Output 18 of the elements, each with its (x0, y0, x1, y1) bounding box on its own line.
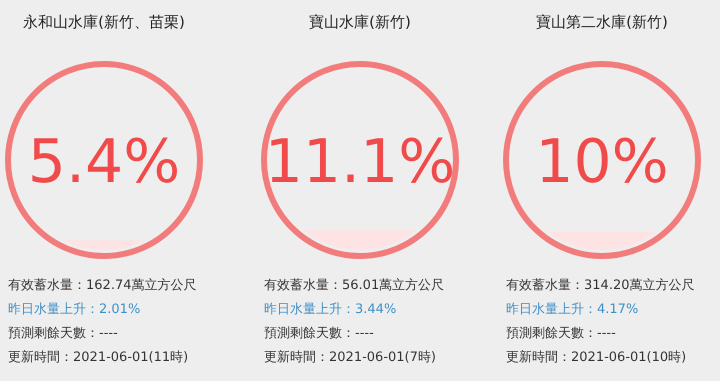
text: 昨日水量上升：2.01% (8, 302, 140, 317)
text: 昨日水量上升：4.17% (506, 302, 638, 317)
text: 有效蓄水量：56.01萬立方公尺 (264, 277, 444, 293)
text: 預測剩餘天數：---- (506, 326, 616, 341)
text: 預測剩餘天數：---- (264, 326, 374, 341)
text: 更新時間：2021-06-01(10時) (506, 350, 686, 365)
text: 更新時間：2021-06-01(7時) (264, 350, 436, 365)
data-label: 11.1% (264, 127, 456, 197)
data-label: 5.4% (28, 127, 180, 197)
data-label: 10% (535, 127, 669, 197)
text: 永和山水庫(新竹、苗栗) (23, 13, 185, 31)
text: 寶山水庫(新竹) (309, 13, 411, 31)
text: 有效蓄水量：162.74萬立方公尺 (8, 277, 196, 293)
text: 更新時間：2021-06-01(11時) (8, 350, 188, 365)
text: 預測剩餘天數：---- (8, 326, 118, 341)
text: 寶山第二水庫(新竹) (536, 13, 668, 31)
text: 昨日水量上升：3.44% (264, 302, 396, 317)
text: 有效蓄水量：314.20萬立方公尺 (506, 277, 694, 293)
